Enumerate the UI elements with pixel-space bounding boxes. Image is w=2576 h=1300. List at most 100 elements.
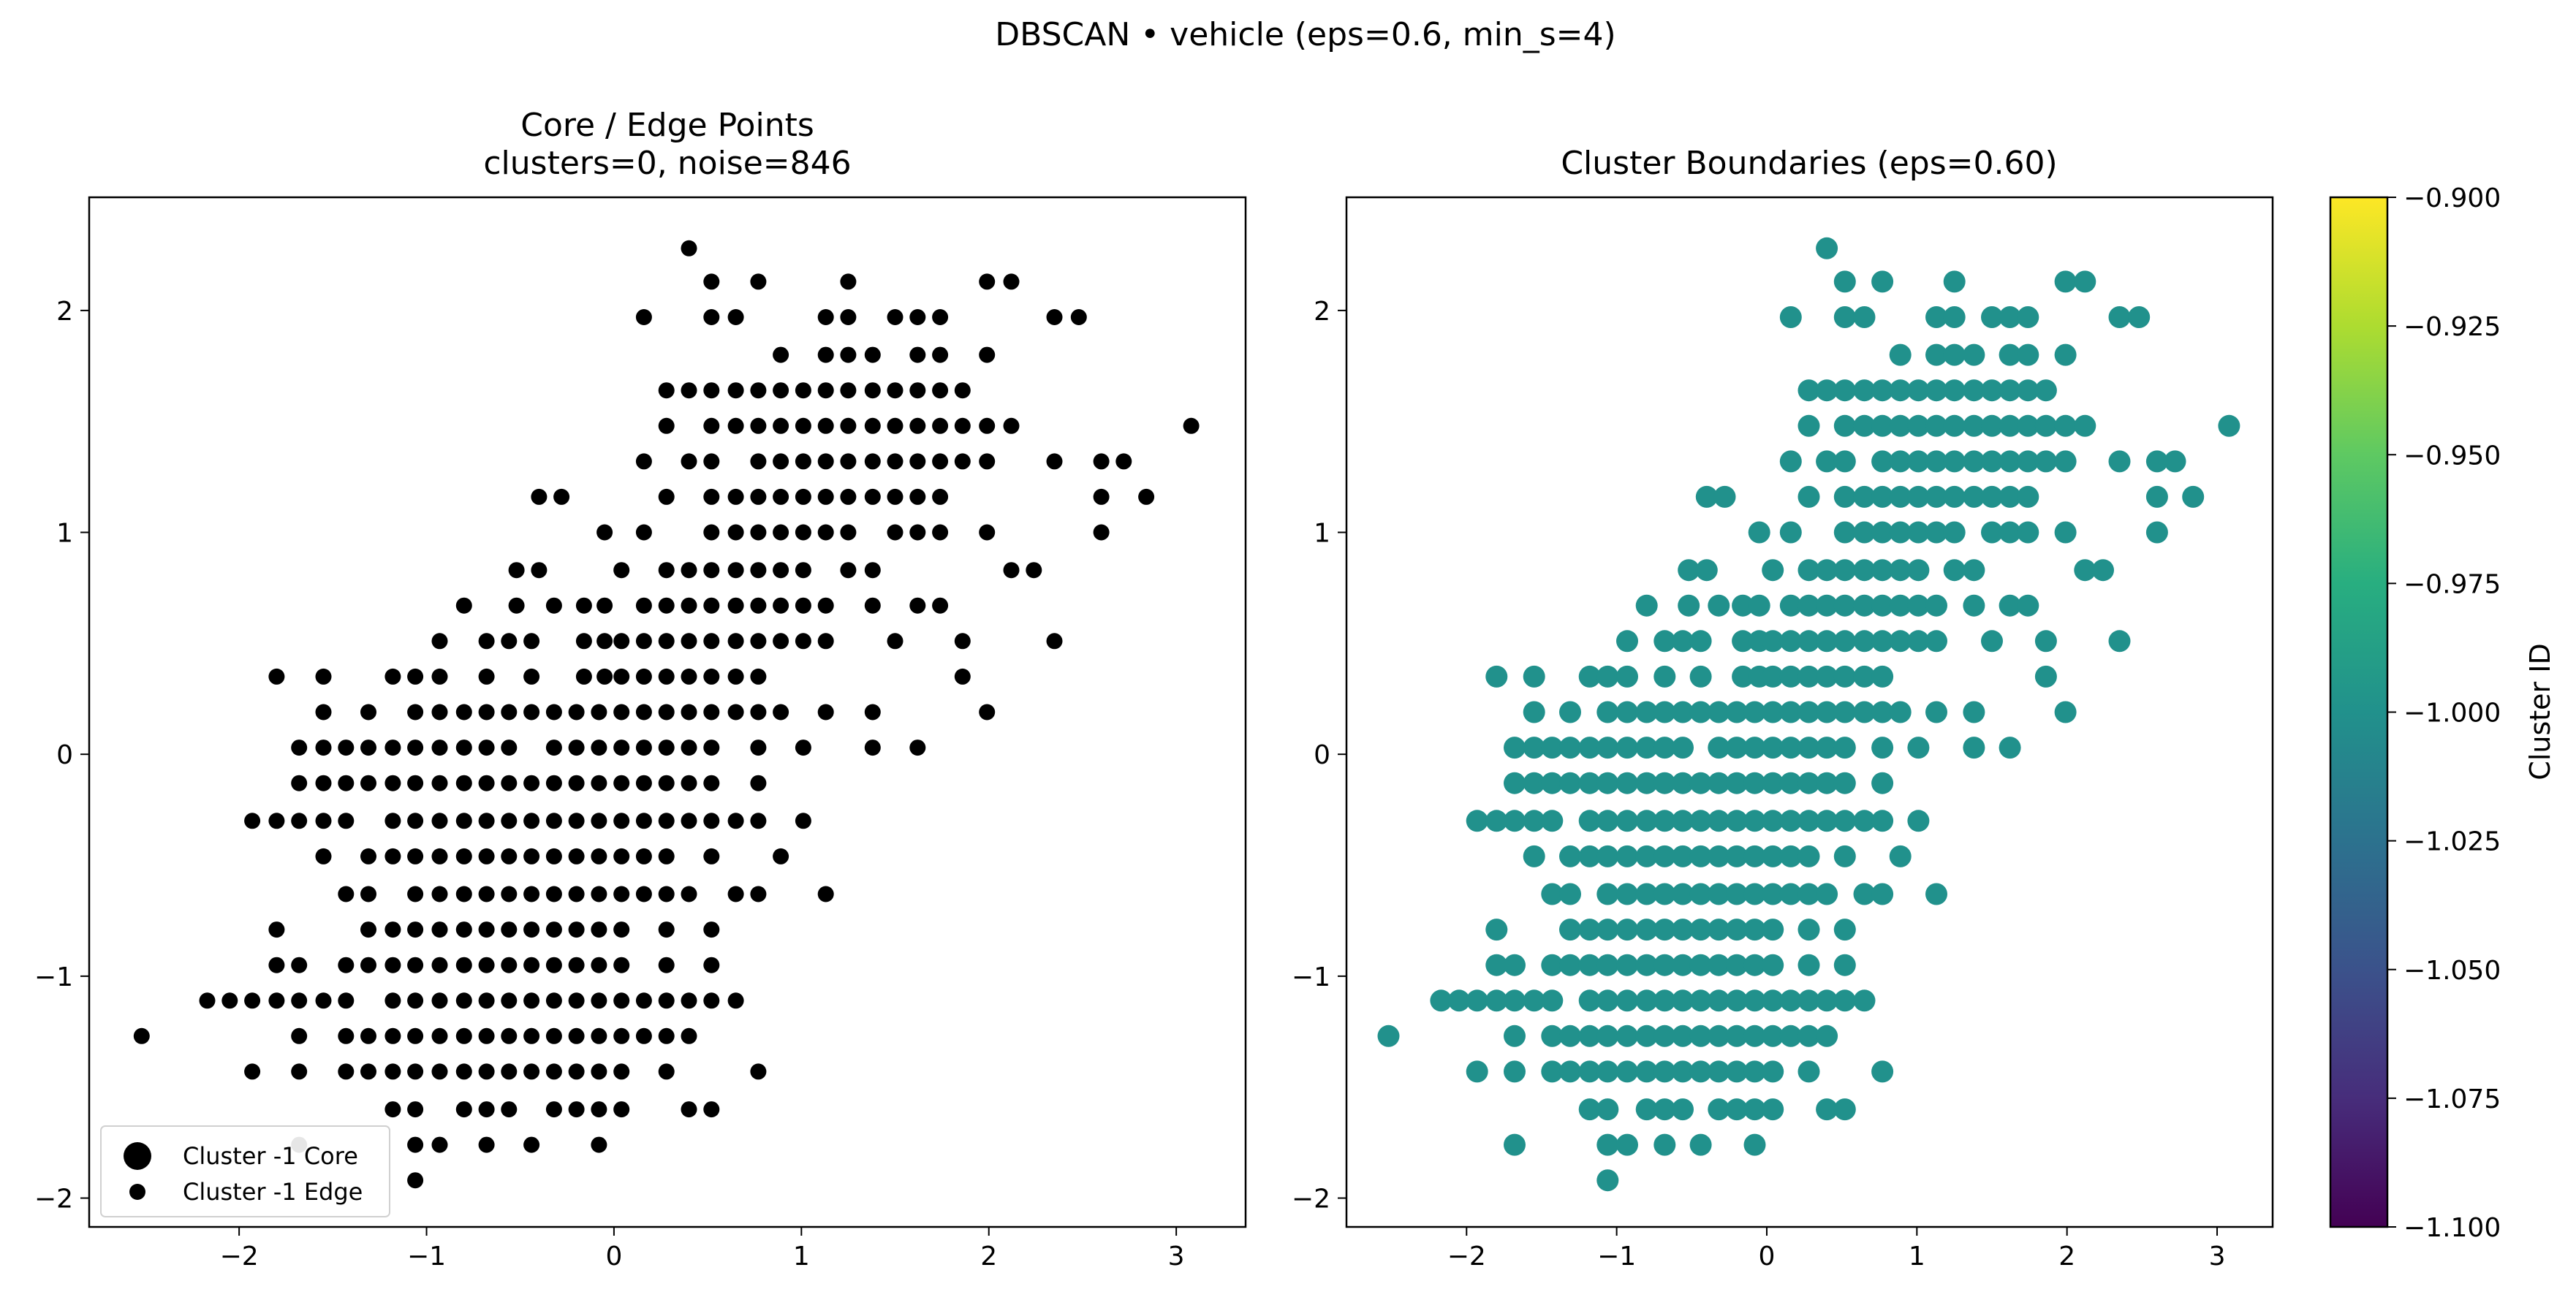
right-data-point xyxy=(1695,485,1718,508)
right-data-point xyxy=(1653,1133,1676,1156)
right-data-point xyxy=(1943,559,1966,582)
left-x-axis: −2 −1 0 1 2 3 xyxy=(220,1227,1185,1272)
colorbar-tick-label: −0.975 xyxy=(2403,569,2501,599)
right-data-point xyxy=(1635,701,1658,723)
right-data-point xyxy=(1907,485,1930,508)
left-data-point xyxy=(315,992,332,1009)
right-x-tick-label: −1 xyxy=(1597,1242,1636,1272)
right-data-point xyxy=(1616,665,1638,688)
left-data-point xyxy=(338,957,355,973)
left-data-point xyxy=(508,562,525,579)
left-data-point xyxy=(817,309,834,325)
right-data-point xyxy=(2218,414,2240,437)
right-axes-frame xyxy=(1345,196,2274,1228)
left-data-point xyxy=(613,1027,630,1044)
right-data-point xyxy=(1999,594,2021,617)
left-y-tick-label: 2 xyxy=(56,297,73,327)
left-data-point xyxy=(613,813,630,829)
right-data-point xyxy=(1889,343,1912,366)
left-data-point xyxy=(455,957,472,973)
left-data-point xyxy=(909,740,926,756)
left-data-point xyxy=(932,488,949,505)
left-data-point xyxy=(1183,417,1200,434)
right-data-point xyxy=(1578,1025,1601,1047)
figure-suptitle: DBSCAN • vehicle (eps=0.6, min_s=4) xyxy=(995,16,1615,53)
right-data-point xyxy=(1559,1025,1581,1047)
right-data-point xyxy=(1635,845,1658,867)
left-data-point xyxy=(840,382,857,399)
left-data-point xyxy=(338,740,355,756)
right-data-point xyxy=(1672,810,1694,832)
left-data-point xyxy=(681,562,697,579)
left-data-point xyxy=(315,740,332,756)
right-data-point xyxy=(1797,414,1820,437)
left-data-point xyxy=(360,848,376,864)
left-data-point xyxy=(840,346,857,363)
right-data-point xyxy=(1616,1060,1638,1083)
right-data-point xyxy=(1541,1060,1564,1083)
left-data-point xyxy=(635,992,652,1009)
right-data-point xyxy=(1871,810,1894,832)
right-data-point xyxy=(1871,521,1894,544)
right-data-point xyxy=(1743,989,1766,1012)
right-data-point xyxy=(1871,594,1894,617)
right-data-point xyxy=(2017,414,2039,437)
left-data-point xyxy=(773,453,789,470)
left-data-point xyxy=(840,524,857,541)
left-data-point xyxy=(501,886,518,902)
right-data-point xyxy=(1523,845,1545,867)
right-data-point xyxy=(1725,701,1748,723)
left-data-point xyxy=(360,704,376,721)
left-data-point xyxy=(431,633,448,650)
right-data-point xyxy=(1762,845,1784,867)
right-data-point xyxy=(1907,559,1930,582)
left-data-point xyxy=(591,848,607,864)
right-data-point xyxy=(1635,883,1658,905)
right-data-point xyxy=(1963,379,1985,402)
right-data-point xyxy=(1816,594,1838,617)
left-data-point xyxy=(703,848,720,864)
left-data-point xyxy=(613,740,630,756)
left-axes-frame xyxy=(88,196,1247,1228)
left-data-point xyxy=(431,992,448,1009)
right-data-point xyxy=(1672,630,1694,653)
right-data-point xyxy=(1743,919,1766,941)
right-data-point xyxy=(1981,414,2003,437)
right-data-point xyxy=(1797,1060,1820,1083)
left-data-point xyxy=(613,886,630,902)
left-data-point xyxy=(817,382,834,399)
left-data-point xyxy=(568,1063,585,1080)
left-data-point xyxy=(635,1027,652,1044)
left-data-point xyxy=(545,886,562,902)
right-data-point xyxy=(1797,630,1820,653)
left-data-point xyxy=(568,813,585,829)
left-data-point xyxy=(864,382,881,399)
left-data-point xyxy=(407,957,424,973)
left-data-point xyxy=(613,704,630,721)
left-data-point xyxy=(501,992,518,1009)
left-x-tick-label: 3 xyxy=(1168,1242,1185,1272)
left-data-point xyxy=(431,957,448,973)
left-data-point xyxy=(727,417,744,434)
left-data-point xyxy=(840,562,857,579)
left-data-point xyxy=(954,382,971,399)
right-data-point xyxy=(1963,485,1985,508)
right-data-point xyxy=(1541,883,1564,905)
right-data-point xyxy=(1943,343,1966,366)
right-data-point xyxy=(1925,306,1947,328)
right-data-point xyxy=(2034,450,2057,473)
right-data-point xyxy=(1708,701,1730,723)
right-data-point xyxy=(1943,521,1966,544)
right-data-point xyxy=(1616,989,1638,1012)
right-data-point xyxy=(1797,737,1820,759)
left-data-point xyxy=(635,740,652,756)
right-data-point xyxy=(1689,883,1712,905)
right-data-point xyxy=(1616,1133,1638,1156)
right-data-point xyxy=(1559,701,1581,723)
right-data-point xyxy=(1743,883,1766,905)
left-data-point xyxy=(979,524,996,541)
right-data-point xyxy=(1779,594,1802,617)
left-data-point xyxy=(545,597,562,614)
left-data-point xyxy=(887,309,904,325)
left-data-point xyxy=(681,382,697,399)
